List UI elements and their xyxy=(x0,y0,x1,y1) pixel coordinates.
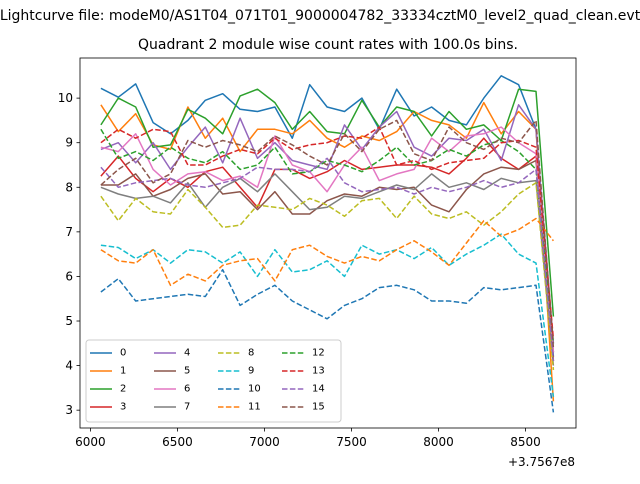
legend-label-9: 9 xyxy=(248,366,254,377)
series-line-9 xyxy=(100,233,555,397)
y-tick-label: 5 xyxy=(65,314,73,328)
legend-label-12: 12 xyxy=(312,348,325,359)
legend-label-6: 6 xyxy=(184,384,190,395)
series-line-11 xyxy=(100,217,554,287)
legend-box xyxy=(85,339,342,423)
series-line-6 xyxy=(100,126,555,353)
legend-label-2: 2 xyxy=(120,384,126,395)
series-line-13 xyxy=(100,126,555,339)
y-tick-label: 10 xyxy=(58,91,73,105)
y-tick-label: 7 xyxy=(65,225,73,239)
x-offset-label: +3.7567e8 xyxy=(508,455,575,469)
x-tick-label: 8500 xyxy=(510,435,541,449)
series-line-8 xyxy=(100,182,555,371)
figure-suptitle: Lightcurve file: modeM0/AS1T04_071T01_90… xyxy=(0,8,640,24)
y-tick-label: 9 xyxy=(65,136,73,150)
legend-label-3: 3 xyxy=(120,402,126,413)
legend-label-14: 14 xyxy=(312,384,325,395)
series-line-10 xyxy=(100,268,555,413)
x-tick-label: 8000 xyxy=(423,435,454,449)
chart-title: Quadrant 2 module wise count rates with … xyxy=(138,37,518,53)
series-line-2 xyxy=(100,88,555,317)
y-tick-label: 6 xyxy=(65,269,73,283)
series-line-0 xyxy=(100,75,555,357)
series-line-15 xyxy=(100,119,555,348)
x-tick-label: 6000 xyxy=(75,435,106,449)
x-tick-label: 7000 xyxy=(249,435,280,449)
legend-label-10: 10 xyxy=(248,384,261,395)
legend-label-1: 1 xyxy=(120,366,126,377)
y-tick-label: 3 xyxy=(65,403,73,417)
series-line-7 xyxy=(100,173,555,366)
legend-label-15: 15 xyxy=(312,402,325,413)
y-tick-label: 8 xyxy=(65,180,73,194)
axes-frame xyxy=(79,57,577,429)
legend-label-8: 8 xyxy=(248,348,254,359)
series-line-1 xyxy=(100,101,555,402)
series-line-12 xyxy=(100,128,555,344)
legend-label-7: 7 xyxy=(184,402,190,413)
legend-label-0: 0 xyxy=(120,348,126,359)
legend-label-11: 11 xyxy=(248,402,261,413)
legend-label-5: 5 xyxy=(184,366,190,377)
legend-label-13: 13 xyxy=(312,366,325,377)
series-line-5 xyxy=(100,159,555,353)
series-line-14 xyxy=(100,157,555,362)
x-tick-label: 7500 xyxy=(336,435,367,449)
y-tick-label: 4 xyxy=(65,359,73,373)
series-layer xyxy=(100,75,555,413)
x-tick-label: 6500 xyxy=(162,435,193,449)
legend-label-4: 4 xyxy=(184,348,190,359)
